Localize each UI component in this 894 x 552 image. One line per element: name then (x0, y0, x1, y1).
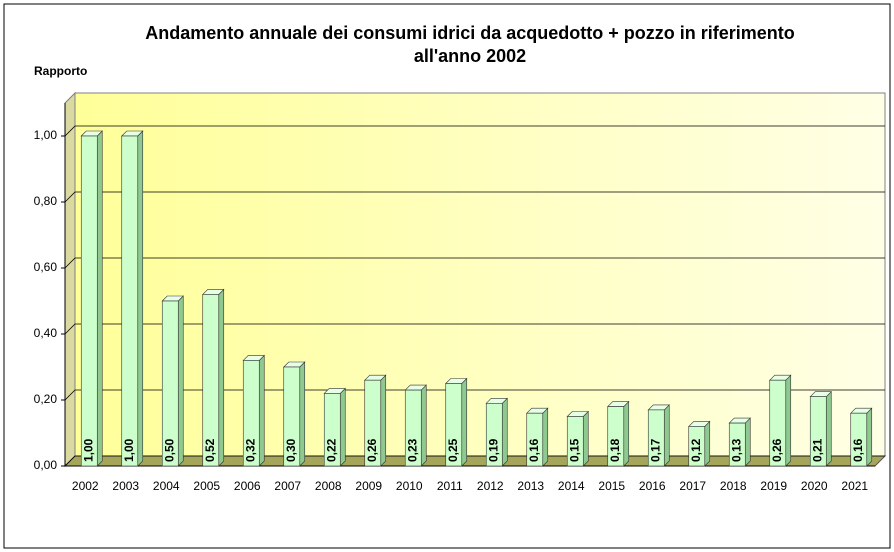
grid-line (64, 191, 885, 203)
x-tick-label: 2013 (517, 479, 544, 493)
grid-line (64, 257, 885, 269)
x-tick-label: 2021 (841, 479, 868, 493)
back-wall (74, 92, 886, 457)
bar (607, 406, 625, 467)
y-tick-label: 1,00 (34, 128, 58, 142)
bar-side (663, 404, 670, 467)
bar-side (704, 420, 711, 467)
bar-side (177, 295, 184, 467)
y-tick-label: 0,80 (34, 194, 58, 208)
x-tick-label: 2016 (639, 479, 666, 493)
value-label: 0,22 (324, 438, 338, 462)
value-label: 0,12 (689, 438, 703, 462)
bar (283, 366, 301, 467)
x-tick-label: 2003 (112, 479, 139, 493)
chart-title: Andamento annuale dei consumi idrici da … (145, 23, 795, 66)
x-tick-label: 2014 (558, 479, 585, 493)
grid-line (64, 323, 885, 335)
bar (769, 379, 787, 467)
value-label: 0,18 (608, 438, 622, 462)
bar (202, 294, 220, 467)
y-tick-label: 0,40 (34, 326, 58, 340)
bar-side (299, 361, 306, 467)
value-label: 0,17 (648, 438, 662, 462)
bar (80, 135, 98, 467)
x-tick-label: 2008 (315, 479, 342, 493)
bar-side (623, 400, 630, 467)
side-wall (64, 91, 76, 468)
bar-side (258, 354, 265, 467)
y-tick-label: 0,60 (34, 260, 58, 274)
value-label: 0,50 (162, 438, 176, 462)
bar (647, 409, 665, 467)
x-tick-label: 2006 (234, 479, 261, 493)
x-tick-label: 2012 (477, 479, 504, 493)
value-label: 0,32 (243, 438, 257, 462)
x-tick-label: 2002 (72, 479, 99, 493)
value-label: 1,00 (81, 438, 95, 462)
value-label: 0,13 (729, 438, 743, 462)
bar (809, 396, 827, 467)
bar-side (501, 397, 508, 467)
value-label: 0,30 (284, 438, 298, 462)
x-tick-label: 2017 (679, 479, 706, 493)
bar (364, 379, 382, 467)
value-label: 0,25 (446, 438, 460, 462)
value-label: 0,52 (203, 438, 217, 462)
value-label: 0,23 (405, 438, 419, 462)
bar-side (542, 407, 549, 467)
grid-line (64, 389, 885, 401)
bar (121, 135, 139, 467)
x-tick-label: 2018 (720, 479, 747, 493)
x-tick-label: 2004 (153, 479, 180, 493)
value-label: 1,00 (122, 438, 136, 462)
bar (323, 393, 341, 467)
bar-side (744, 417, 751, 467)
bar (526, 412, 544, 467)
bar-side (866, 407, 873, 467)
bar (688, 426, 706, 467)
bar (566, 416, 584, 467)
bar (850, 412, 868, 467)
bar (445, 383, 463, 467)
bar (485, 402, 503, 467)
value-label: 0,16 (527, 438, 541, 462)
y-tick-label: 0,00 (34, 458, 58, 472)
value-label: 0,26 (365, 438, 379, 462)
value-label: 0,21 (810, 438, 824, 462)
bar-side (825, 390, 832, 467)
value-label: 0,16 (851, 438, 865, 462)
x-tick-label: 2011 (437, 479, 463, 493)
bar (161, 300, 179, 467)
x-tick-label: 2009 (355, 479, 382, 493)
grid-line (64, 125, 885, 137)
y-axis-label: Rapporto (34, 64, 87, 78)
x-tick-label: 2015 (598, 479, 625, 493)
x-tick-label: 2020 (801, 479, 828, 493)
x-tick-label: 2010 (396, 479, 423, 493)
y-tick-label: 0,20 (34, 392, 58, 406)
bar (404, 389, 422, 467)
bar-side (420, 384, 427, 467)
bar-side (218, 288, 225, 467)
value-label: 0,15 (567, 438, 581, 462)
bar-side (380, 374, 387, 467)
bar (728, 422, 746, 467)
x-tick-label: 2007 (274, 479, 301, 493)
bar-side (582, 410, 589, 467)
bar-side (461, 377, 468, 467)
bar-side (785, 374, 792, 467)
floor (63, 455, 887, 467)
x-tick-label: 2019 (760, 479, 787, 493)
x-tick-label: 2005 (193, 479, 220, 493)
value-label: 0,26 (770, 438, 784, 462)
bar-side (96, 130, 103, 467)
value-label: 0,19 (486, 438, 500, 462)
bar-side (137, 130, 144, 467)
bar (242, 360, 260, 467)
bar-side (339, 387, 346, 467)
